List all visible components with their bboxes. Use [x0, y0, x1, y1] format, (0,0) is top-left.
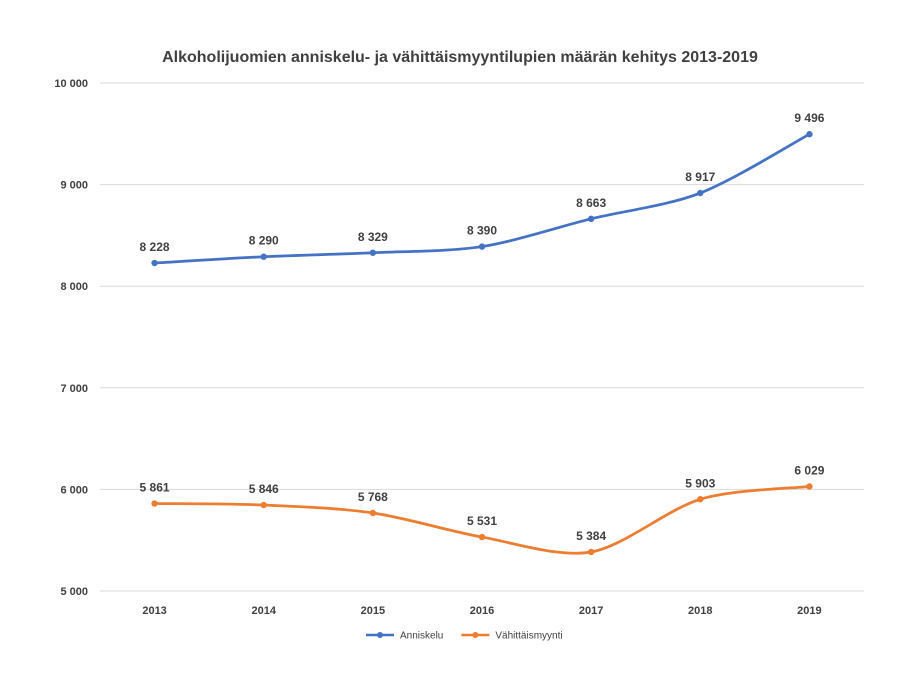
data-point	[478, 533, 486, 541]
data-label: 8 329	[358, 230, 388, 244]
legend-marker	[472, 632, 479, 638]
y-tick-label: 6 000	[60, 484, 88, 496]
data-point	[806, 131, 813, 138]
legend-marker	[377, 632, 383, 638]
y-tick-label: 5 000	[60, 586, 88, 598]
data-point	[151, 259, 158, 267]
data-label: 5 768	[358, 490, 388, 504]
data-label: 8 663	[576, 196, 606, 210]
data-point	[369, 509, 377, 517]
data-point	[587, 215, 595, 223]
data-point	[260, 501, 267, 509]
x-tick-label: 2018	[688, 605, 712, 617]
legend-item: Anniskelu	[366, 631, 443, 642]
series-1: 8 228 8 290 8 329 8 390 8 663 8 917 9 496	[140, 111, 825, 267]
legend-label: Vähittäismyynti	[495, 631, 562, 642]
data-label: 5 861	[140, 481, 170, 495]
x-tick-label: 2019	[797, 605, 821, 617]
data-point	[260, 253, 267, 260]
x-axis-ticks: 2013 2014 2015 2016 2017 2018 2019	[142, 605, 821, 617]
x-tick-label: 2013	[142, 605, 166, 617]
legend-item: Vähittäismyynti	[461, 631, 563, 642]
data-label: 5 531	[467, 514, 497, 528]
data-label: 9 496	[794, 111, 824, 125]
gridlines	[100, 82, 864, 592]
y-axis-ticks: 5 000 6 000 7 000 8 000 9 000 10 000	[54, 78, 88, 598]
series-group: 8 228 8 290 8 329 8 390 8 663 8 917 9 496 5 861…	[140, 111, 825, 556]
data-point	[478, 243, 486, 250]
data-label: 5 903	[685, 476, 715, 490]
data-point	[151, 500, 158, 507]
y-tick-label: 10 000	[54, 78, 88, 90]
data-label: 6 029	[794, 463, 824, 477]
data-point	[806, 483, 813, 490]
x-tick-label: 2015	[361, 605, 385, 617]
y-tick-label: 9 000	[60, 180, 88, 192]
legend: Anniskelu Vähittäismyynti	[366, 631, 563, 642]
data-label: 8 228	[140, 240, 170, 254]
data-label: 8 290	[249, 234, 279, 248]
data-label: 8 917	[685, 170, 715, 184]
data-label: 8 390	[467, 224, 497, 238]
data-point	[369, 249, 377, 256]
x-tick-label: 2016	[470, 605, 494, 617]
legend-label: Anniskelu	[400, 631, 443, 642]
series-2: 5 861 5 846 5 768 5 531 5 384 5 903 6 029	[140, 463, 825, 556]
x-tick-label: 2017	[579, 605, 603, 617]
data-point	[697, 189, 704, 197]
y-tick-label: 7 000	[60, 383, 88, 395]
y-tick-label: 8 000	[60, 281, 88, 293]
data-point	[587, 548, 595, 556]
data-label: 5 846	[249, 482, 279, 496]
x-tick-label: 2014	[251, 605, 276, 617]
chart-title: Alkoholijuomien anniskelu- ja vähittäism…	[162, 49, 758, 66]
data-label: 5 384	[576, 529, 606, 543]
data-point	[697, 496, 704, 503]
